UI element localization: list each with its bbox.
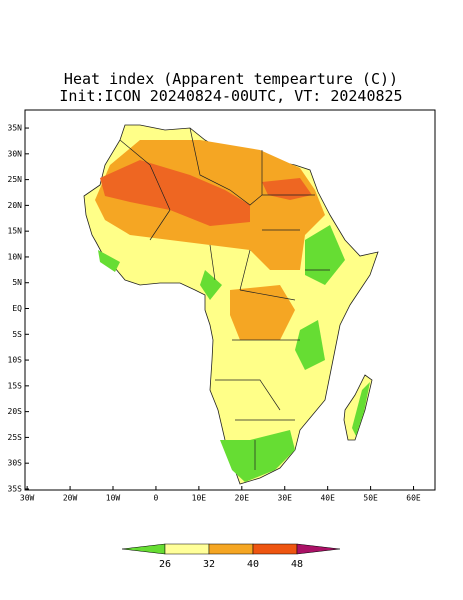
lon-tick-label: 10E [192,494,207,503]
lat-tick-label: 30N [8,149,23,158]
lon-tick-label: 30W [20,494,35,503]
lat-tick-label: 5S [12,330,22,339]
lat-tick-label: 15S [8,381,23,390]
colorbar-box [208,543,254,555]
colorbar-label: 26 [159,559,171,570]
lon-tick-label: 50E [363,494,378,503]
lon-tick-label: 30E [278,494,293,503]
cool-region [200,270,222,300]
lon-tick-label: 10W [106,494,121,503]
lat-tick-label: 10S [8,356,23,365]
lat-tick-label: EQ [12,304,22,313]
lat-tick-label: 20S [8,407,23,416]
colorbar-label: 48 [291,559,303,570]
cool-region [98,250,120,272]
lon-tick-label: 20E [235,494,250,503]
lat-tick-label: 25S [8,433,23,442]
colorbar: 26 32 40 48 [121,543,341,570]
colorbar-box [164,543,210,555]
hot-region [230,285,295,340]
very-hot-region [100,160,250,226]
map-frame [24,109,436,491]
title: Heat index (Apparent tempearture (C)) [64,70,398,88]
lat-tick-label: 30S [8,459,23,468]
lon-tick-label: 0 [154,494,159,503]
country-border [119,127,330,470]
lat-tick-label: 5N [12,278,22,287]
very-hot-region [262,178,312,200]
colorbar-extend [296,543,341,555]
lat-tick-label: 20N [8,201,23,210]
lat-tick-label: 25N [8,175,23,184]
lat-tick-label: 10N [8,252,23,261]
axes: 35N 30N 25N 20N 15N 10N 5N EQ 5S 10S 15S 20S 25S 30S 3… [8,124,421,503]
lat-tick-label: 35S [8,484,23,493]
colorbar-extend [121,543,166,555]
lon-tick-label: 20W [63,494,78,503]
lat-tick-label: 35N [8,124,23,133]
madagascar-cool [352,382,370,436]
lat-tick-label: 15N [8,227,23,236]
colorbar-label: 32 [203,559,215,570]
lon-tick-label: 40E [320,494,335,503]
lon-tick-label: 60E [406,494,421,503]
subtitle: Init:ICON 20240824-00UTC, VT: 20240825 [59,87,402,105]
map-body [83,124,379,485]
cool-region [220,430,295,482]
cool-region [295,320,325,370]
colorbar-label: 40 [247,559,259,570]
colorbar-box [252,543,298,555]
